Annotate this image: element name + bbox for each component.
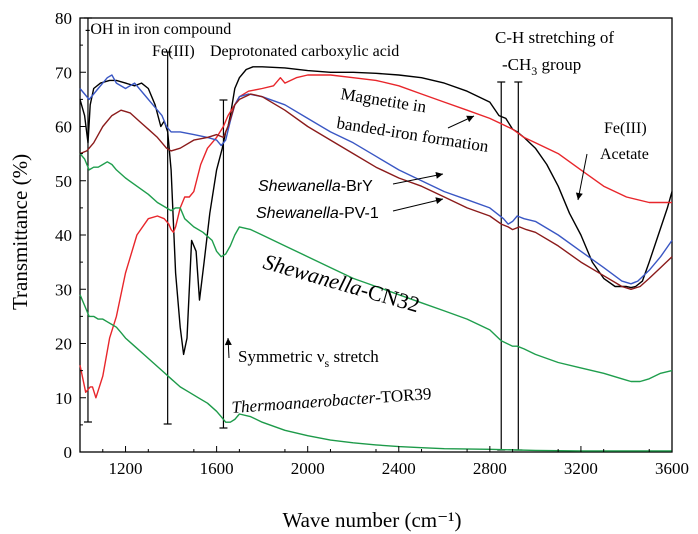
x-tick-label: 2000 — [291, 459, 325, 478]
annotation-fe-acetate-1: Fe(III) — [604, 120, 647, 137]
series-layer — [79, 66, 673, 452]
reference-lines — [83, 17, 523, 451]
y-tick-label: 40 — [55, 226, 72, 245]
arrow-pv1-head — [435, 197, 443, 205]
arrow-bry-head — [435, 171, 443, 179]
x-tick-label: 1600 — [200, 459, 234, 478]
y-tick-label: 50 — [55, 172, 72, 191]
x-tick-label: 1200 — [109, 459, 143, 478]
y-tick-label: 80 — [55, 9, 72, 28]
plot-frame — [79, 17, 673, 453]
y-tick-label: 30 — [55, 280, 72, 299]
x-axis-title: Wave number (cm⁻¹) — [283, 508, 462, 532]
arrow-fe-acetate-head — [575, 192, 583, 200]
y-tick-label: 10 — [55, 389, 72, 408]
annotation-ch-line2: -CH3 group — [502, 55, 581, 78]
arrow-symmetric-head — [224, 338, 232, 346]
y-axis-title: Transmittance (%) — [8, 154, 32, 310]
y-axis: 0 10 20 30 40 50 60 70 80 — [55, 9, 86, 462]
y-tick-label: 20 — [55, 335, 72, 354]
x-tick-label: 2400 — [382, 459, 416, 478]
annotation-cn32: Shewanella-CN32 — [261, 249, 423, 317]
x-tick-label: 2800 — [473, 459, 507, 478]
annotation-deprotonated: Deprotonated carboxylic acid — [210, 43, 399, 60]
x-tick-label: 3600 — [655, 459, 689, 478]
annotation-ch-line1: C-H stretching of — [495, 28, 614, 47]
x-axis: 1200 1600 2000 2400 2800 3200 3600 — [102, 446, 689, 478]
y-tick-label: 60 — [55, 118, 72, 137]
x-tick-label: 3200 — [564, 459, 598, 478]
y-tick-label: 70 — [55, 63, 72, 82]
arrow-magnetite-head — [466, 115, 474, 123]
arrow-pv1 — [392, 198, 444, 212]
annotation-magnetite-1: Magnetite in — [339, 84, 428, 116]
series-shewanella-pv-1 — [79, 93, 673, 290]
series-shewanella-cn32 — [79, 153, 673, 383]
annotation-arrows — [224, 115, 588, 359]
series-fe-iii-acetate — [79, 66, 673, 356]
annotation-oh: -OH in iron compound — [85, 21, 231, 38]
annotation-fe3: Fe(III) — [152, 43, 195, 60]
annotation-bry: Shewanella-BrY — [258, 178, 373, 195]
arrow-bry — [392, 173, 444, 185]
annotation-tor39: Thermoanaerobacter-TOR39 — [231, 384, 432, 417]
annotation-pv1: Shewanella-PV-1 — [256, 205, 379, 222]
y-tick-label: 0 — [64, 443, 73, 462]
annotation-symmetric: Symmetric νs stretch — [238, 347, 379, 370]
arrow-fe-acetate — [577, 153, 588, 201]
series-thermoanaerobacter-tor39 — [79, 294, 672, 452]
annotation-fe-acetate-2: Acetate — [600, 146, 649, 163]
plot-area-border — [79, 17, 673, 453]
